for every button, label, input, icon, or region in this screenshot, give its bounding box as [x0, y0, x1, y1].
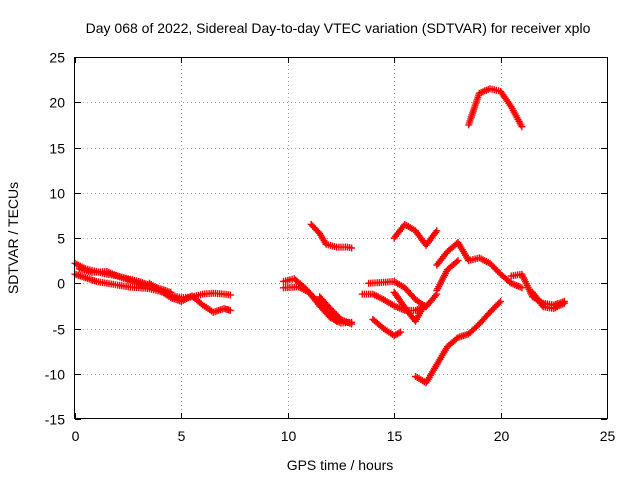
y-tick-label: 20: [49, 95, 65, 111]
series-arc11: [369, 315, 405, 340]
data-point-markers: [412, 297, 505, 387]
series-arc13: [390, 220, 441, 249]
y-tick-label: 25: [49, 50, 65, 66]
series-arc18: [465, 85, 526, 131]
series-arc16: [465, 254, 526, 292]
plot-frame: [74, 57, 608, 419]
y-tick-label: -5: [53, 322, 66, 338]
y-tick-label: -15: [45, 412, 65, 428]
series-arc8: [307, 220, 356, 252]
chart-title: Day 068 of 2022, Sidereal Day-to-day VTE…: [86, 20, 591, 36]
x-tick-label: 0: [72, 428, 80, 444]
series-arc15: [433, 239, 473, 269]
data-point-markers: [390, 220, 441, 249]
data-point-markers: [369, 315, 405, 340]
series-arc6: [280, 275, 341, 325]
series-arc3: [75, 265, 149, 290]
series-arc14: [433, 257, 462, 294]
y-tick-labels: -15 -10 -5 0 5 10 15 20 25: [45, 50, 65, 428]
series-arc20: [529, 288, 568, 313]
data-point-markers: [307, 220, 356, 252]
grid-lines: [75, 57, 607, 419]
y-axis-label: SDTVAR / TECUs: [5, 182, 21, 294]
x-axis-label: GPS time / hours: [287, 457, 394, 473]
series-arc7: [316, 293, 356, 328]
data-point-markers: [146, 279, 234, 316]
axis-ticks: [75, 57, 608, 420]
x-tick-label: 10: [281, 428, 297, 444]
y-tick-label: 5: [57, 231, 65, 247]
data-point-markers: [465, 254, 526, 292]
y-tick-label: -10: [45, 367, 65, 383]
y-tick-label: 0: [57, 276, 65, 292]
series-arc4: [146, 279, 234, 316]
y-tick-label: 15: [49, 141, 65, 157]
x-tick-label: 25: [600, 428, 616, 444]
data-point-markers: [529, 288, 568, 313]
x-tick-label: 20: [494, 428, 510, 444]
x-tick-label: 5: [178, 428, 186, 444]
data-point-markers: [316, 293, 356, 328]
data-point-markers: [433, 257, 462, 294]
data-point-markers: [433, 239, 473, 269]
data-point-markers: [465, 85, 526, 131]
x-tick-labels: 0 5 10 15 20 25: [72, 428, 616, 444]
series-arc17: [412, 297, 505, 387]
x-tick-label: 15: [387, 428, 403, 444]
data-point-markers: [280, 275, 341, 325]
y-tick-label: 10: [49, 186, 65, 202]
data-point-markers: [75, 265, 149, 290]
series-arc12: [390, 288, 428, 325]
data-point-markers: [390, 288, 428, 325]
